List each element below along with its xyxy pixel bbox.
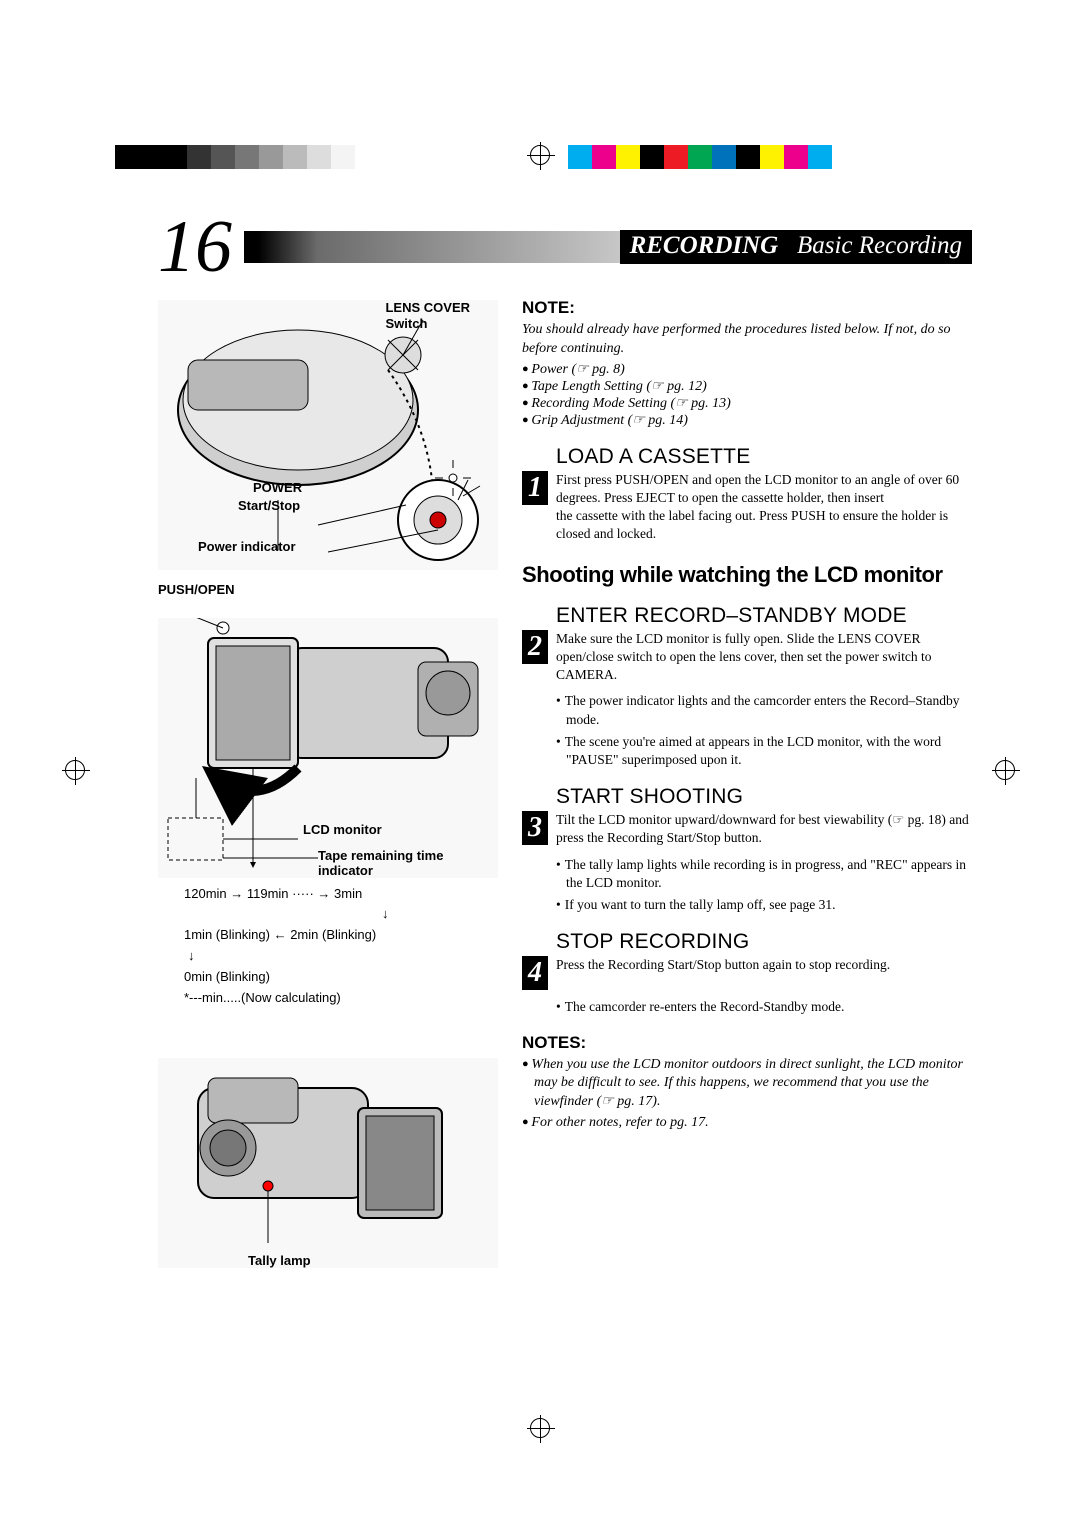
tape-time-row1: 120min → 119min ····· → 3min [184, 884, 498, 905]
step-bullet-item: The tally lamp lights while recording is… [556, 856, 978, 892]
label-power-indicator: Power indicator [198, 539, 296, 555]
swatch [736, 145, 760, 169]
shooting-subhead: Shooting while watching the LCD monitor [522, 562, 978, 588]
swatch [187, 145, 211, 169]
step1-heading: LOAD A CASSETTE [556, 445, 978, 469]
step-row: 3Tilt the LCD monitor upward/downward fo… [522, 811, 978, 847]
step1-num: 1 [522, 471, 548, 505]
swatch [211, 145, 235, 169]
tape-time-row4: *---min.....(Now calculating) [184, 988, 498, 1009]
step-num: 4 [522, 956, 548, 990]
header-gradient: RECORDING Basic Recording [244, 231, 978, 263]
colorbar-color [568, 145, 832, 169]
step-bullets: The camcorder re-enters the Record-Stand… [556, 998, 978, 1016]
swatch [115, 145, 139, 169]
step-bullets: The power indicator lights and the camco… [556, 692, 978, 769]
header-subtitle: Basic Recording [797, 232, 962, 259]
tape-time-sequence: 120min → 119min ····· → 3min ↓ 1min (Bli… [184, 884, 498, 1009]
camera-side-illustration: LCD monitor Tape remaining time indicato… [158, 618, 498, 878]
swatch [664, 145, 688, 169]
note-list: Power (☞ pg. 8)Tape Length Setting (☞ pg… [522, 361, 978, 429]
swatch [712, 145, 736, 169]
crop-mark-left [65, 760, 85, 780]
step-heading: START SHOOTING [556, 785, 978, 809]
swatch [235, 145, 259, 169]
swatch [307, 145, 331, 169]
note-heading: NOTE: [522, 298, 978, 318]
swatch [139, 145, 163, 169]
swatch [592, 145, 616, 169]
note-item: Tape Length Setting (☞ pg. 12) [522, 378, 978, 395]
crop-mark-top [530, 145, 550, 165]
notes-item: When you use the LCD monitor outdoors in… [522, 1056, 978, 1113]
notes-heading: NOTES: [522, 1033, 978, 1053]
step-text: Tilt the LCD monitor upward/downward for… [556, 811, 978, 847]
swatch [784, 145, 808, 169]
step1: 1 First press PUSH/OPEN and open the LCD… [522, 471, 978, 544]
step-bullet-item: If you want to turn the tally lamp off, … [556, 896, 978, 914]
step-bullet-item: The camcorder re-enters the Record-Stand… [556, 998, 978, 1016]
swatch [760, 145, 784, 169]
swatch [688, 145, 712, 169]
page-header: 16 RECORDING Basic Recording [158, 210, 978, 284]
step-row: 2Make sure the LCD monitor is fully open… [522, 630, 978, 685]
swatch [808, 145, 832, 169]
step-text: Press the Recording Start/Stop button ag… [556, 956, 890, 990]
crop-mark-right [995, 760, 1015, 780]
page-number: 16 [158, 210, 232, 284]
header-title: RECORDING Basic Recording [620, 230, 972, 264]
label-lcd-monitor: LCD monitor [303, 822, 382, 838]
step-text: Make sure the LCD monitor is fully open.… [556, 630, 978, 685]
step-bullets: The tally lamp lights while recording is… [556, 856, 978, 915]
swatch [355, 145, 379, 169]
crop-mark-bottom [530, 1418, 550, 1438]
page-content: 16 RECORDING Basic Recording [158, 210, 978, 1268]
text-column: NOTE: You should already have performed … [522, 292, 978, 1268]
step1-text: First press PUSH/OPEN and open the LCD m… [556, 471, 978, 544]
notes-item: For other notes, refer to pg. 17. [522, 1114, 978, 1133]
swatch [616, 145, 640, 169]
label-tape-remaining: Tape remaining time indicator [318, 848, 443, 879]
swatch [568, 145, 592, 169]
swatch [331, 145, 355, 169]
step-heading: ENTER RECORD–STANDBY MODE [556, 604, 978, 628]
step-row: 4Press the Recording Start/Stop button a… [522, 956, 978, 990]
step-num: 2 [522, 630, 548, 664]
label-lens-cover: LENS COVER Switch [385, 300, 470, 331]
step-heading: STOP RECORDING [556, 930, 978, 954]
label-push-open: PUSH/OPEN [158, 582, 498, 598]
label-start-stop: Start/Stop [238, 498, 300, 514]
label-power: POWER [253, 480, 302, 496]
notes-list: When you use the LCD monitor outdoors in… [522, 1056, 978, 1134]
camera-tally-illustration: Tally lamp [158, 1058, 498, 1268]
tape-time-row2: 1min (Blinking) ← 2min (Blinking) [184, 925, 498, 946]
step-bullet-item: The scene you're aimed at appears in the… [556, 733, 978, 769]
note-item: Power (☞ pg. 8) [522, 361, 978, 378]
note-item: Grip Adjustment (☞ pg. 14) [522, 412, 978, 429]
colorbar-grayscale [115, 145, 379, 169]
step-num: 3 [522, 811, 548, 845]
swatch [259, 145, 283, 169]
camera-top-illustration: LENS COVER Switch POWER Start/Stop Power… [158, 300, 498, 570]
note-intro: You should already have performed the pr… [522, 321, 978, 359]
note-item: Recording Mode Setting (☞ pg. 13) [522, 395, 978, 412]
label-tally-lamp: Tally lamp [248, 1253, 311, 1269]
header-section: RECORDING [630, 232, 779, 259]
swatch [640, 145, 664, 169]
illustration-column: LENS COVER Switch POWER Start/Stop Power… [158, 292, 498, 1268]
swatch [163, 145, 187, 169]
step-bullet-item: The power indicator lights and the camco… [556, 692, 978, 728]
tape-time-row3: 0min (Blinking) [184, 967, 498, 988]
swatch [283, 145, 307, 169]
